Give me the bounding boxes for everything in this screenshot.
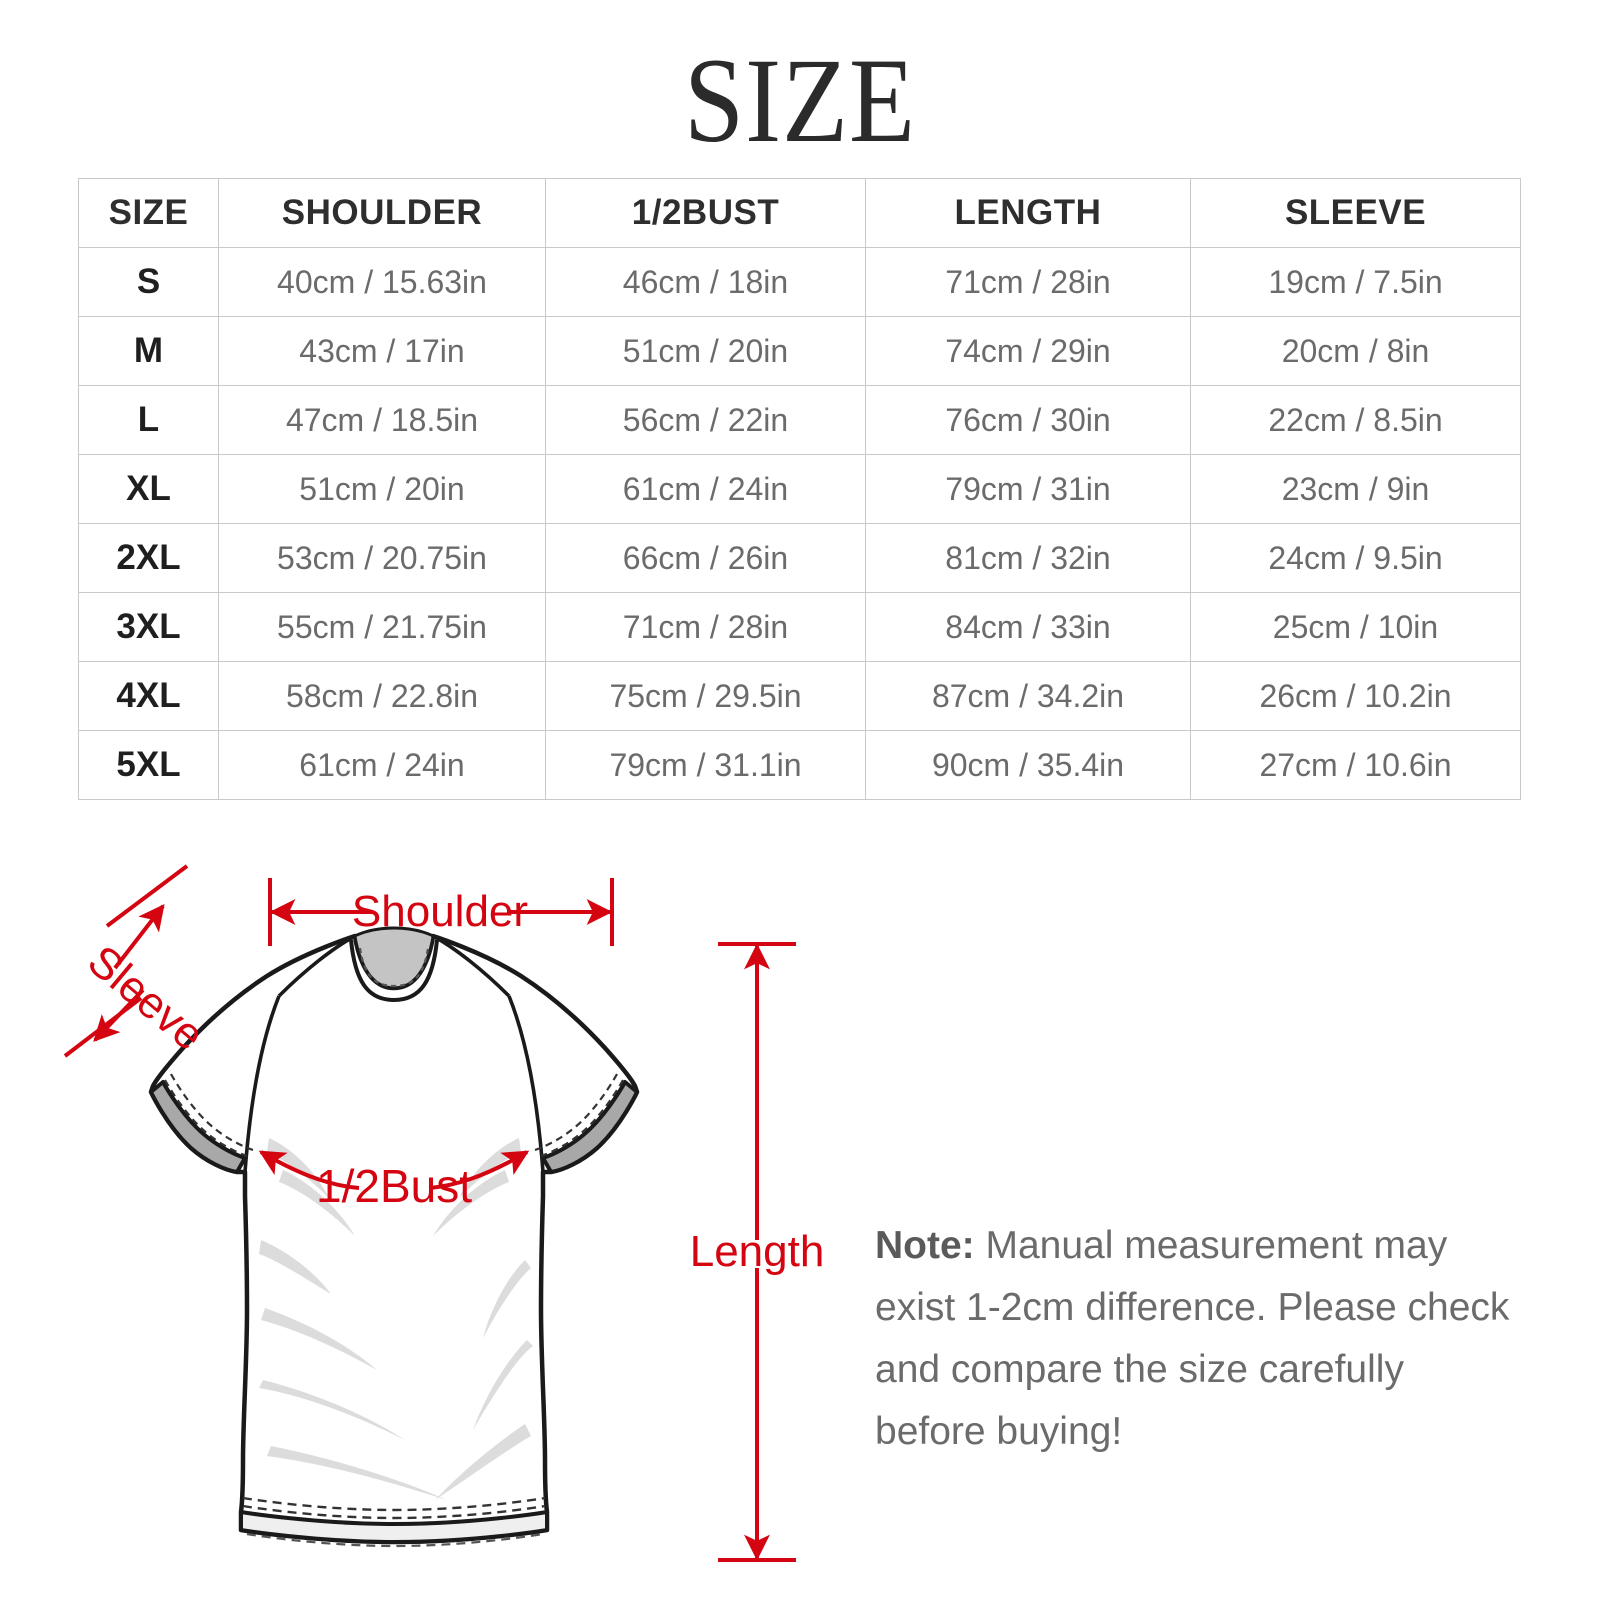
cell-shoulder: 47cm / 18.5in — [218, 385, 546, 455]
cell-length: 76cm / 30in — [865, 385, 1191, 455]
shirt-hem — [239, 1496, 549, 1548]
table-row: M 43cm / 17in 51cm / 20in 74cm / 29in 20cm /… — [78, 316, 1521, 386]
cell-size: S — [78, 247, 219, 317]
cell-sleeve: 27cm / 10.6in — [1190, 730, 1521, 800]
length-dimension: Length — [690, 942, 824, 1562]
table-row: XL 51cm / 20in 61cm / 24in 79cm / 31in 23cm … — [78, 454, 1521, 524]
measurement-diagram: Shoulder Sleeve 1/2Bust — [0, 840, 1600, 1600]
cell-sleeve: 19cm / 7.5in — [1190, 247, 1521, 317]
note-body: Manual measurement may exist 1-2cm diffe… — [875, 1224, 1510, 1453]
column-header-length: LENGTH — [865, 178, 1191, 248]
cell-shoulder: 43cm / 17in — [218, 316, 546, 386]
cell-length: 90cm / 35.4in — [865, 730, 1191, 800]
cell-size: 2XL — [78, 523, 219, 593]
cell-sleeve: 25cm / 10in — [1190, 592, 1521, 662]
cell-bust: 56cm / 22in — [545, 385, 866, 455]
table-header-row: SIZE SHOULDER 1/2BUST LENGTH SLEEVE — [78, 178, 1521, 248]
cell-shoulder: 51cm / 20in — [218, 454, 546, 524]
column-header-bust: 1/2BUST — [545, 178, 866, 248]
cell-bust: 46cm / 18in — [545, 247, 866, 317]
left-sleeve-cuff — [149, 1073, 254, 1174]
cell-size: M — [78, 316, 219, 386]
cell-length: 81cm / 32in — [865, 523, 1191, 593]
table-row: L 47cm / 18.5in 56cm / 22in 76cm / 30in 22cm… — [78, 385, 1521, 455]
cell-shoulder: 55cm / 21.75in — [218, 592, 546, 662]
cell-sleeve: 20cm / 8in — [1190, 316, 1521, 386]
sleeve-label: Sleeve — [79, 936, 214, 1060]
table-row: 5XL 61cm / 24in 79cm / 31.1in 90cm / 35.4in… — [78, 730, 1521, 800]
note-label: Note: — [875, 1224, 975, 1267]
cell-length: 79cm / 31in — [865, 454, 1191, 524]
table-row: 3XL 55cm / 21.75in 71cm / 28in 84cm / 33in 2… — [78, 592, 1521, 662]
cell-size: 5XL — [78, 730, 219, 800]
length-label: Length — [690, 1227, 824, 1276]
size-table: SIZE SHOULDER 1/2BUST LENGTH SLEEVE S 40c… — [78, 178, 1521, 800]
cell-bust: 79cm / 31.1in — [545, 730, 866, 800]
cell-shoulder: 61cm / 24in — [218, 730, 546, 800]
cell-length: 71cm / 28in — [865, 247, 1191, 317]
column-header-size: SIZE — [78, 178, 219, 248]
cell-shoulder: 40cm / 15.63in — [218, 247, 546, 317]
cell-bust: 51cm / 20in — [545, 316, 866, 386]
cell-bust: 66cm / 26in — [545, 523, 866, 593]
cell-bust: 61cm / 24in — [545, 454, 866, 524]
cell-size: XL — [78, 454, 219, 524]
table-row: 4XL 58cm / 22.8in 75cm / 29.5in 87cm / 34.2… — [78, 661, 1521, 731]
cell-bust: 71cm / 28in — [545, 592, 866, 662]
cell-size: 3XL — [78, 592, 219, 662]
cell-length: 87cm / 34.2in — [865, 661, 1191, 731]
cell-length: 74cm / 29in — [865, 316, 1191, 386]
table-row: 2XL 53cm / 20.75in 66cm / 26in 81cm / 32in 2… — [78, 523, 1521, 593]
cell-sleeve: 22cm / 8.5in — [1190, 385, 1521, 455]
shoulder-label: Shoulder — [352, 887, 528, 936]
cell-bust: 75cm / 29.5in — [545, 661, 866, 731]
bust-label: 1/2Bust — [316, 1160, 472, 1212]
cell-size: 4XL — [78, 661, 219, 731]
cell-length: 84cm / 33in — [865, 592, 1191, 662]
cell-shoulder: 53cm / 20.75in — [218, 523, 546, 593]
bust-dimension: 1/2Bust — [258, 1150, 530, 1212]
cell-sleeve: 23cm / 9in — [1190, 454, 1521, 524]
cell-sleeve: 26cm / 10.2in — [1190, 661, 1521, 731]
table-body: S 40cm / 15.63in 46cm / 18in 71cm / 28in 19c… — [78, 247, 1521, 800]
fabric-folds — [259, 1138, 533, 1500]
tshirt-illustration: Shoulder Sleeve 1/2Bust — [63, 864, 640, 1548]
cell-shoulder: 58cm / 22.8in — [218, 661, 546, 731]
cell-sleeve: 24cm / 9.5in — [1190, 523, 1521, 593]
note-text: Note: Manual measurement may exist 1-2cm… — [875, 1215, 1525, 1463]
page-title: SIZE — [684, 34, 916, 168]
sleeve-dimension: Sleeve — [63, 864, 214, 1060]
cell-size: L — [78, 385, 219, 455]
column-header-shoulder: SHOULDER — [218, 178, 546, 248]
right-sleeve-cuff — [534, 1073, 639, 1174]
shirt-body — [148, 926, 640, 1545]
column-header-sleeve: SLEEVE — [1190, 178, 1521, 248]
table-row: S 40cm / 15.63in 46cm / 18in 71cm / 28in 19c… — [78, 247, 1521, 317]
shoulder-dimension: Shoulder — [268, 878, 614, 946]
